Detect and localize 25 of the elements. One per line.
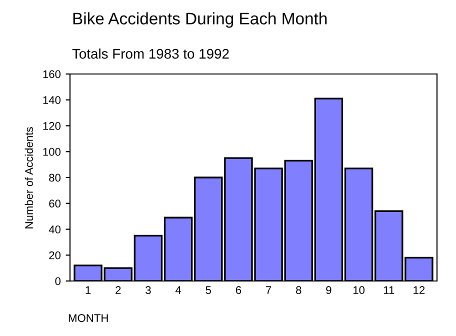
x-tick-label: 2 [116,286,121,294]
x-tick-label: 9 [326,286,332,294]
y-tick-label: 160 [43,70,61,78]
x-tick-label: 8 [296,286,302,294]
y-axis-title: Number of Accidents [24,127,33,228]
x-tick-label: 7 [266,286,272,294]
x-tick-label: 1 [86,286,91,294]
chart-title: Bike Accidents During Each Month [73,12,327,28]
x-tick-label: 10 [353,286,365,294]
x-tick-label: 11 [384,286,394,294]
x-axis-title: MONTH [68,314,108,322]
y-tick-label: 0 [55,277,61,286]
x-tick-label: 5 [206,286,211,294]
y-tick-label: 60 [49,200,61,208]
x-tick-label: 4 [175,286,182,294]
chart-subtitle: Totals From 1983 to 1992 [72,48,229,59]
y-tick-label: 80 [49,174,61,182]
x-tick-label: 6 [236,286,242,294]
y-tick-label: 40 [48,226,61,234]
y-tick-label: 20 [49,251,61,260]
x-tick-label: 3 [146,286,151,294]
x-tick-label: 12 [414,286,425,294]
y-tick-label: 100 [43,148,61,156]
y-tick-label: 120 [43,122,61,130]
y-tick-label: 140 [43,96,61,104]
